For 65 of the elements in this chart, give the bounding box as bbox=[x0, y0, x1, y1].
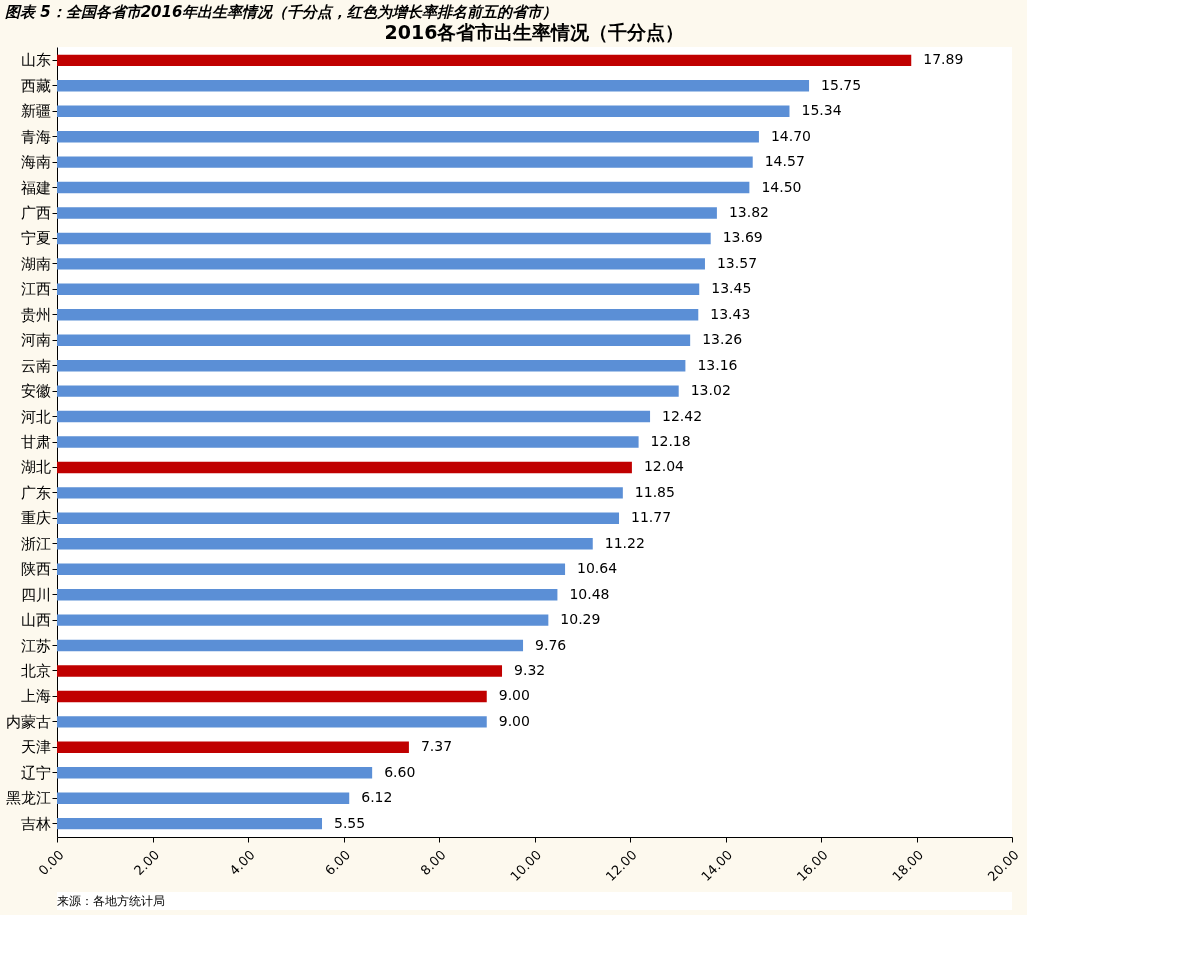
data-label: 5.55 bbox=[334, 814, 366, 831]
data-label: 13.69 bbox=[722, 229, 763, 246]
data-label: 12.04 bbox=[643, 458, 685, 475]
y-tick-label: 安徽 bbox=[20, 382, 51, 401]
data-label: 15.34 bbox=[801, 102, 842, 119]
y-tick-label: 上海 bbox=[20, 687, 51, 706]
y-tick-label: 甘肃 bbox=[20, 433, 51, 451]
data-label: 6.60 bbox=[384, 763, 416, 780]
data-label: 13.26 bbox=[702, 331, 743, 348]
data-label: 13.57 bbox=[716, 254, 758, 271]
data-label: 13.43 bbox=[710, 305, 751, 322]
chart-title: 图表 5：全国各省市2016年出生率情况（千分点，红色为增长率排名前五的省市） bbox=[5, 3, 558, 21]
y-tick-label: 浙江 bbox=[20, 534, 51, 553]
y-tick-label: 天津 bbox=[20, 738, 51, 757]
y-tick-label: 贵州 bbox=[20, 305, 51, 324]
y-tick-label: 黑龙江 bbox=[5, 789, 51, 808]
data-label: 15.75 bbox=[821, 76, 862, 93]
data-label: 11.77 bbox=[631, 509, 672, 526]
data-label: 7.37 bbox=[420, 738, 453, 755]
y-tick-label: 山西 bbox=[20, 611, 51, 630]
y-tick-label: 江西 bbox=[20, 280, 51, 299]
y-tick-label: 青海 bbox=[20, 127, 51, 146]
y-tick-label: 海南 bbox=[20, 153, 51, 172]
data-label: 10.29 bbox=[560, 611, 601, 628]
data-label: 13.16 bbox=[697, 356, 738, 373]
data-label: 6.12 bbox=[361, 789, 393, 806]
data-label: 12.18 bbox=[650, 433, 691, 449]
source-note: 来源：各地方统计局 bbox=[57, 894, 165, 908]
chart-subtitle: 2016各省市出生率情况（千分点） bbox=[384, 21, 685, 43]
data-label: 13.82 bbox=[728, 204, 769, 221]
data-label: 9.00 bbox=[498, 687, 530, 704]
y-tick-label: 西藏 bbox=[20, 76, 51, 95]
y-tick-label: 新疆 bbox=[20, 102, 51, 121]
y-tick-label: 北京 bbox=[20, 661, 51, 680]
data-label: 10.48 bbox=[569, 585, 610, 602]
y-tick-label: 重庆 bbox=[20, 509, 51, 528]
data-label: 13.45 bbox=[711, 280, 752, 297]
y-tick-label: 广西 bbox=[20, 204, 51, 223]
y-tick-label: 福建 bbox=[20, 178, 51, 197]
data-label: 9.76 bbox=[535, 636, 567, 653]
data-label: 9.00 bbox=[498, 712, 530, 729]
data-label: 14.70 bbox=[770, 127, 812, 144]
data-label: 14.57 bbox=[764, 153, 805, 170]
y-tick-label: 江苏 bbox=[20, 636, 51, 655]
data-label: 13.02 bbox=[690, 382, 731, 399]
y-tick-label: 湖北 bbox=[20, 458, 51, 477]
data-label: 10.64 bbox=[577, 560, 618, 577]
y-tick-label: 山东 bbox=[20, 51, 51, 70]
data-label: 14.50 bbox=[761, 178, 802, 195]
data-label: 11.22 bbox=[604, 534, 645, 551]
data-label: 11.85 bbox=[634, 483, 675, 500]
data-label: 17.89 bbox=[923, 51, 964, 68]
y-tick-label: 云南 bbox=[20, 356, 51, 375]
y-tick-label: 宁夏 bbox=[20, 229, 51, 248]
y-tick-label: 内蒙古 bbox=[5, 712, 51, 731]
data-label: 9.32 bbox=[514, 661, 546, 678]
y-tick-label: 陕西 bbox=[20, 560, 51, 579]
y-tick-label: 湖南 bbox=[20, 254, 51, 273]
y-tick-label: 河北 bbox=[20, 407, 51, 426]
y-tick-label: 四川 bbox=[20, 585, 51, 604]
data-label: 12.42 bbox=[662, 407, 703, 424]
y-tick-label: 广东 bbox=[20, 483, 51, 502]
y-tick-label: 辽宁 bbox=[20, 763, 51, 782]
y-tick-label: 吉林 bbox=[20, 814, 51, 833]
y-tick-label: 河南 bbox=[20, 331, 51, 350]
